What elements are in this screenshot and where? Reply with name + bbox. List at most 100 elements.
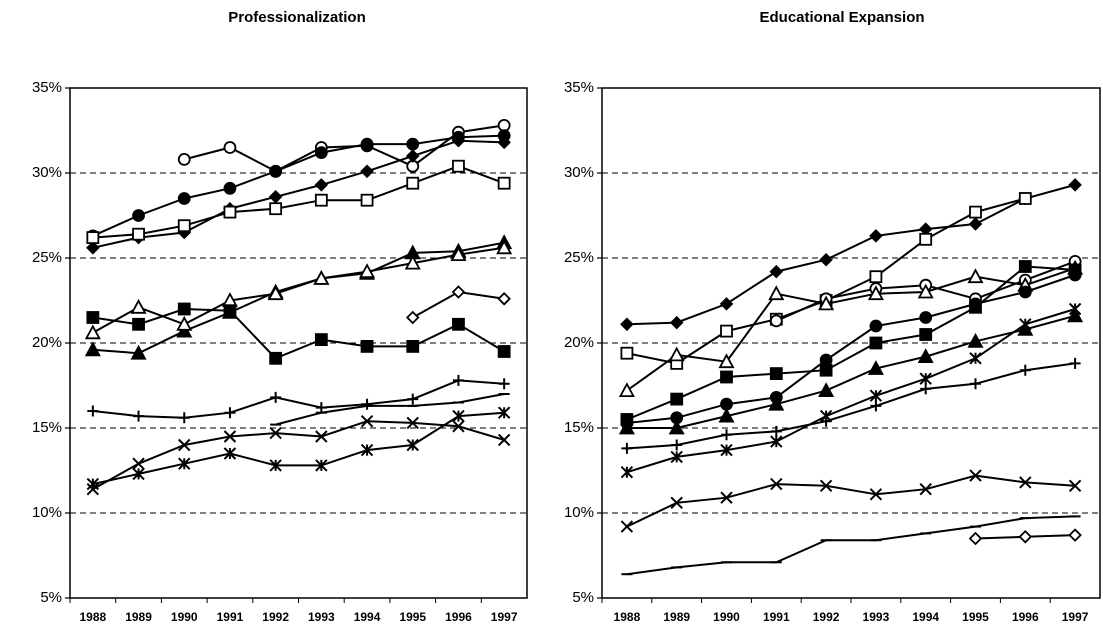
marker — [452, 317, 465, 331]
marker — [269, 164, 283, 178]
marker — [869, 336, 883, 350]
marker — [818, 295, 835, 311]
marker — [405, 310, 420, 325]
marker — [970, 378, 981, 390]
marker — [86, 231, 100, 245]
series-line — [92, 165, 505, 239]
marker — [768, 395, 785, 411]
x-tick-label: 1993 — [863, 610, 890, 624]
y-tick-label: 10% — [32, 504, 62, 521]
x-tick-label: 1991 — [763, 610, 790, 624]
marker — [450, 246, 467, 262]
marker — [1068, 528, 1082, 542]
marker — [968, 531, 983, 546]
marker — [497, 176, 511, 190]
marker — [406, 416, 419, 430]
marker — [404, 254, 421, 270]
x-tick-label: 1997 — [491, 610, 518, 624]
x-tick-label: 1988 — [79, 610, 106, 624]
marker — [360, 164, 374, 179]
marker — [720, 370, 733, 384]
series-line — [92, 420, 505, 491]
series-line — [92, 411, 505, 486]
marker — [1069, 357, 1081, 369]
x-tick-label: 1994 — [354, 610, 381, 624]
y-tick-label: 25% — [32, 249, 62, 266]
marker — [177, 219, 191, 233]
marker — [87, 405, 99, 417]
marker — [452, 420, 465, 433]
marker — [315, 459, 328, 472]
marker — [269, 202, 283, 216]
marker — [223, 430, 237, 443]
marker — [361, 398, 373, 410]
marker — [313, 270, 330, 285]
marker — [452, 159, 465, 173]
marker — [1019, 476, 1032, 489]
marker — [618, 419, 635, 435]
marker — [177, 192, 191, 205]
series-line — [626, 362, 1076, 450]
marker — [497, 292, 511, 306]
marker — [84, 341, 101, 357]
y-tick-label: 35% — [564, 79, 594, 96]
marker — [360, 339, 374, 353]
x-tick-label: 1995 — [962, 610, 989, 624]
marker — [869, 270, 883, 284]
marker — [1068, 178, 1082, 192]
marker — [315, 402, 327, 414]
x-tick-label: 1995 — [399, 610, 426, 624]
marker — [769, 314, 783, 328]
marker — [967, 332, 984, 348]
marker — [406, 339, 420, 353]
marker — [768, 285, 785, 301]
marker — [496, 239, 513, 255]
marker — [223, 205, 237, 219]
y-tick-label: 5% — [40, 589, 62, 606]
marker — [132, 209, 145, 222]
marker — [177, 152, 191, 166]
marker — [406, 137, 420, 151]
marker — [869, 488, 883, 501]
marker — [769, 367, 783, 381]
y-tick-label: 15% — [564, 419, 594, 436]
y-tick-label: 30% — [32, 164, 62, 181]
marker — [818, 382, 835, 398]
marker — [718, 407, 735, 423]
marker — [720, 324, 733, 338]
marker — [133, 410, 145, 422]
y-tick-label: 15% — [32, 419, 62, 436]
series-line — [626, 265, 1076, 421]
marker — [497, 433, 511, 447]
marker — [132, 457, 145, 470]
marker — [360, 414, 374, 428]
marker — [86, 241, 100, 255]
marker — [130, 344, 147, 360]
marker — [178, 412, 190, 424]
y-tick-label: 5% — [572, 589, 594, 606]
marker — [621, 442, 633, 454]
marker — [359, 263, 376, 279]
marker — [867, 285, 884, 301]
marker — [720, 443, 733, 457]
series-line — [626, 314, 1076, 429]
series-line — [92, 134, 505, 237]
x-tick-label: 1989 — [125, 610, 152, 624]
series-line — [626, 267, 1076, 392]
marker — [671, 439, 683, 451]
marker — [315, 430, 328, 443]
marker — [223, 181, 237, 195]
x-tick-label: 1996 — [1012, 610, 1039, 624]
marker — [1068, 268, 1082, 282]
y-tick-label: 10% — [564, 504, 594, 521]
marker — [267, 285, 284, 301]
marker — [224, 407, 236, 419]
marker — [620, 346, 634, 360]
marker — [1018, 260, 1032, 273]
marker — [920, 383, 932, 395]
chart-title: Educational Expansion — [759, 9, 924, 26]
marker — [1068, 302, 1082, 316]
x-tick-label: 1991 — [217, 610, 244, 624]
marker — [769, 264, 784, 279]
